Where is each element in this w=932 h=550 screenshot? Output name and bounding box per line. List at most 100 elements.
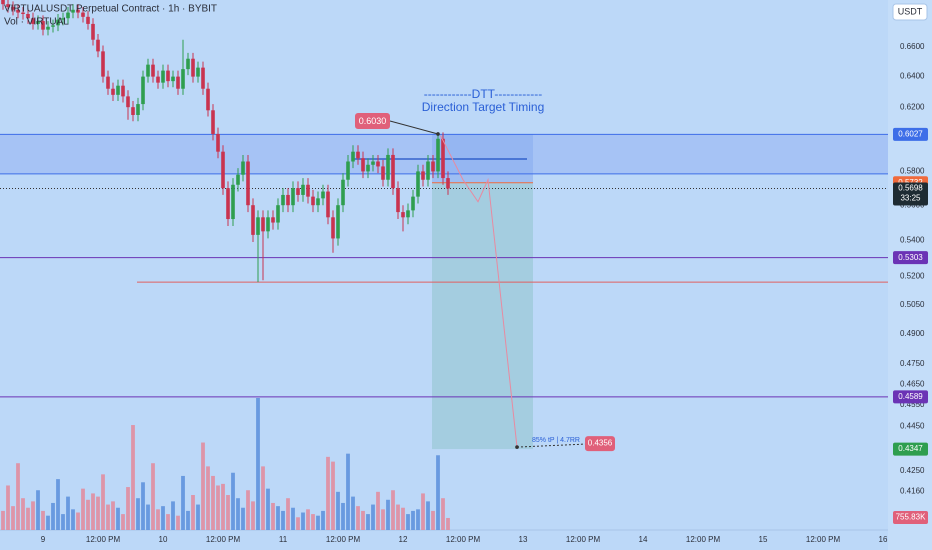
volume-bar	[121, 514, 125, 530]
volume-bar	[226, 495, 230, 530]
candle-body	[276, 205, 280, 223]
volume-bar	[416, 509, 420, 530]
candle-body	[86, 16, 90, 24]
candle-body	[96, 39, 100, 52]
volume-bar	[56, 479, 60, 530]
candle-body	[191, 58, 195, 77]
volume-bar	[251, 501, 255, 530]
volume-bar	[206, 466, 210, 530]
candle-body	[11, 6, 15, 10]
target-dot	[515, 445, 519, 449]
candle-body	[6, 4, 10, 7]
currency-box[interactable]	[892, 3, 928, 21]
candle-body	[356, 151, 360, 159]
candle-body	[286, 194, 290, 206]
volume-bar	[406, 514, 410, 530]
candle-body	[21, 12, 25, 14]
candle-body	[41, 21, 45, 30]
x-tick-label: 12:00 PM	[446, 535, 481, 544]
volume-bar	[51, 502, 55, 530]
volume-bar	[291, 507, 295, 530]
x-tick-label: 10	[159, 535, 168, 544]
volume-bar	[231, 472, 235, 530]
candle-body	[426, 161, 430, 180]
candle-body	[351, 151, 355, 162]
y-tick-label: 0.5200	[900, 272, 925, 281]
level-label: 0.6027	[898, 130, 923, 139]
candle-body	[1, 0, 5, 5]
target-value: 0.4356	[588, 439, 613, 448]
target-zone	[432, 182, 533, 450]
candle-body	[336, 205, 340, 239]
currency[interactable]: USDT	[898, 6, 923, 16]
candle-body	[326, 191, 330, 218]
x-tick-label: 16	[879, 535, 888, 544]
x-tick-label: 15	[759, 535, 768, 544]
y-tick-label: 0.4900	[900, 329, 925, 338]
volume-bar	[341, 502, 345, 530]
volume-bar	[246, 490, 250, 530]
candle-body	[91, 23, 95, 40]
candle-body	[216, 133, 220, 152]
candle-body	[441, 138, 445, 179]
candle-body	[46, 26, 50, 30]
volume-bar	[276, 506, 280, 530]
volume-bar	[216, 485, 220, 530]
volume-bar	[261, 466, 265, 530]
x-tick-label: 11	[279, 535, 288, 544]
volume-bar	[131, 425, 135, 530]
candle-body	[411, 196, 415, 211]
candle-body	[26, 13, 30, 19]
x-tick-label: 12:00 PM	[686, 535, 721, 544]
candle-body	[206, 88, 210, 111]
volume-title: Vol · VIRTUAL	[4, 17, 69, 28]
candle-body	[131, 107, 135, 115]
candle-body	[56, 19, 60, 26]
candle-body	[121, 85, 125, 97]
x-tick-label: 12:00 PM	[326, 535, 361, 544]
candle-body	[431, 161, 435, 172]
volume-bar	[181, 475, 185, 530]
candle-body	[136, 104, 140, 115]
volume-bar	[401, 507, 405, 530]
x-tick-label: 14	[639, 535, 648, 544]
level-label-box	[893, 127, 928, 141]
y-tick-label: 0.5050	[900, 300, 925, 309]
candle-body	[31, 18, 35, 24]
candle-body	[376, 161, 380, 167]
volume-bar	[146, 504, 150, 530]
volume-bar	[31, 501, 35, 530]
volume-bar	[91, 493, 95, 530]
x-tick-label: 12:00 PM	[206, 535, 241, 544]
candle-body	[366, 164, 370, 172]
volume-bar	[236, 498, 240, 530]
y-tick-label: 0.6400	[900, 72, 925, 81]
candle-body	[116, 85, 120, 95]
candle-body	[321, 191, 325, 199]
volume-bar	[316, 515, 320, 530]
candle-body	[156, 76, 160, 83]
volume-bar	[26, 507, 30, 530]
candle-body	[106, 76, 110, 89]
y-tick-label: 0.6200	[900, 102, 925, 111]
candle-body	[211, 110, 215, 134]
candle-body	[396, 188, 400, 213]
volume-bar	[116, 507, 120, 530]
volume-bar	[321, 510, 325, 530]
target-axis-label: 0.4347	[898, 444, 923, 453]
volume-bar	[186, 510, 190, 530]
volume-bar	[66, 496, 70, 530]
volume-bar	[411, 510, 415, 530]
volume-bar	[371, 504, 375, 530]
candle-body	[36, 21, 40, 24]
candle-body	[51, 25, 55, 27]
y-tick-label: 0.4250	[900, 466, 925, 475]
annotation-title: Direction Target Timing	[422, 100, 545, 114]
volume-bar	[386, 499, 390, 530]
volume-bar	[376, 491, 380, 530]
volume-bar	[446, 517, 450, 530]
last-price-box	[893, 182, 928, 206]
candle-body	[181, 69, 185, 89]
candle-body	[81, 12, 85, 17]
candle-body	[446, 178, 450, 189]
